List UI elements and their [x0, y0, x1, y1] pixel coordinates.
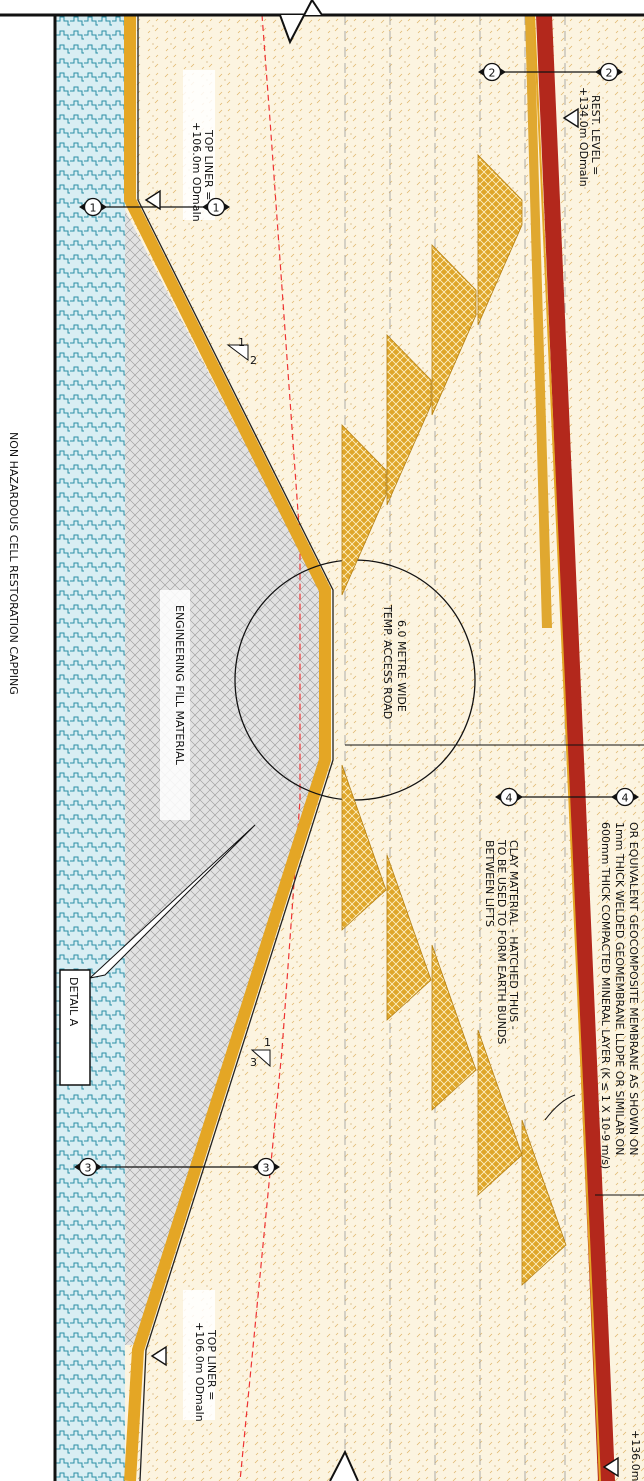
- clay-leader: [544, 1094, 576, 1121]
- clay-bund: [341, 764, 387, 931]
- detail-leader: [88, 824, 256, 979]
- liner-note: 600mm THICK COMPACTED MINERAL LAYER (K ≤…: [599, 822, 612, 1169]
- slope-ratio: 1: [264, 1036, 271, 1049]
- capping-band: [55, 15, 125, 1481]
- clay-bund: [386, 334, 432, 506]
- clay-bund: [431, 944, 477, 1111]
- level-mark: [602, 1456, 619, 1478]
- road-label: 6.0 METRE WIDE: [395, 620, 408, 712]
- break-mark: [329, 1449, 359, 1481]
- marker-circle: [206, 197, 226, 217]
- side-liner-edge: [533, 14, 601, 1481]
- slope-ratio: 1: [238, 336, 245, 349]
- liner-line: [137, 15, 334, 1481]
- clay-note: CLAY MATERIAL - HATCHED THUS -: [507, 840, 520, 1030]
- clay-note: TO BE USED TO FORM EARTH BUNDS: [495, 839, 508, 1044]
- marker-circle: [83, 197, 103, 217]
- marker-circle: [482, 62, 502, 82]
- clay-bund: [477, 1029, 523, 1196]
- marker-circle: [78, 1157, 98, 1177]
- slope-tri: [226, 344, 249, 361]
- level-label: TOP LINER =: [205, 1329, 218, 1400]
- break-mark: [279, 0, 323, 45]
- liner-note: 1mm THICK WELDED GEOMEMBRANE LLDPE OR SI…: [613, 822, 626, 1155]
- marker-label: 1: [90, 202, 97, 215]
- clay-bund: [431, 244, 477, 416]
- clay-bund: [341, 424, 387, 596]
- marker-circle: [256, 1157, 276, 1177]
- clay-bund: [521, 1119, 567, 1286]
- marker-circle: [599, 62, 619, 82]
- title: NON HAZARDOUS CELL RESTORATION CAPPING: [7, 432, 20, 695]
- marker-label: 2: [489, 67, 496, 80]
- slope-ratio: 3: [250, 1056, 257, 1069]
- label-bg: [183, 70, 215, 220]
- label-bg: [183, 1290, 215, 1420]
- marker-label: 4: [506, 792, 513, 805]
- marker-label: 3: [263, 1162, 270, 1175]
- detail-label: DETAIL A: [67, 977, 80, 1027]
- marker-label: 1: [213, 202, 220, 215]
- slope-ratio: 2: [250, 354, 257, 367]
- liner-layer: [124, 15, 331, 1481]
- clay-bund: [386, 854, 432, 1021]
- clay-note: BETWEEN LIFTS: [483, 840, 496, 927]
- marker-circle: [615, 787, 635, 807]
- level-mark: [562, 107, 579, 129]
- fill-label: ENGINEERING FILL MATERIAL: [173, 605, 186, 766]
- liner-note: OR EQUIVALENT GEOCOMPOSITE MEMBRANE AS S…: [627, 822, 640, 1156]
- upper-liner: [525, 15, 552, 628]
- level-label: +106.0m ODmaIn: [190, 122, 203, 222]
- slope-tri: [250, 1049, 271, 1068]
- marker-circle: [499, 787, 519, 807]
- road-label: TEMP. ACCESS ROAD: [381, 604, 394, 719]
- level-label: +134.0m ODmaIn: [577, 87, 590, 187]
- level-label: REST. LEVEL =: [589, 95, 602, 175]
- marker-label: 4: [622, 792, 629, 805]
- detail-box: [59, 969, 91, 1086]
- level-mark: [144, 189, 161, 211]
- side-liner: [536, 15, 615, 1481]
- level-mark: [150, 1345, 167, 1367]
- engineering-fill: [125, 210, 323, 1345]
- level-label: +106.0m ODmaIn: [193, 1322, 206, 1422]
- edge-level: +136.0m O: [629, 1430, 642, 1481]
- marker-label: 2: [606, 67, 613, 80]
- label-bg: [160, 590, 190, 820]
- level-label: TOP LINER =: [202, 129, 215, 200]
- marker-label: 3: [85, 1162, 92, 1175]
- clay-bund: [477, 154, 523, 326]
